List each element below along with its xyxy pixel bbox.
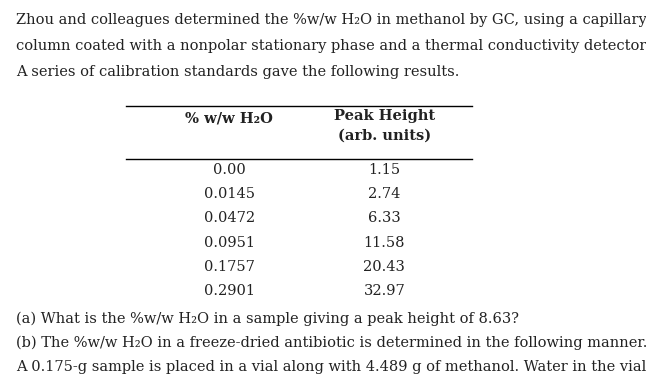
Text: 0.00: 0.00 <box>213 163 245 177</box>
Text: 20.43: 20.43 <box>364 260 405 274</box>
Text: A series of calibration standards gave the following results.: A series of calibration standards gave t… <box>16 65 459 80</box>
Text: (arb. units): (arb. units) <box>338 129 431 143</box>
Text: 0.0472: 0.0472 <box>203 211 255 226</box>
Text: 2.74: 2.74 <box>368 187 401 201</box>
Text: 1.15: 1.15 <box>368 163 401 177</box>
Text: Zhou and colleagues determined the %w/w H₂O in methanol by GC, using a capillary: Zhou and colleagues determined the %w/w … <box>16 13 646 28</box>
Text: Peak Height: Peak Height <box>334 109 435 123</box>
Text: 32.97: 32.97 <box>364 284 405 298</box>
Text: (b) The %w/w H₂O in a freeze-dried antibiotic is determined in the following man: (b) The %w/w H₂O in a freeze-dried antib… <box>16 336 646 350</box>
Text: 0.2901: 0.2901 <box>204 284 255 298</box>
Text: 11.58: 11.58 <box>364 236 405 250</box>
Text: 0.1757: 0.1757 <box>204 260 255 274</box>
Text: 6.33: 6.33 <box>368 211 401 226</box>
Text: A 0.175-g sample is placed in a vial along with 4.489 g of methanol. Water in th: A 0.175-g sample is placed in a vial alo… <box>16 360 646 374</box>
Text: (a) What is the %w/w H₂O in a sample giving a peak height of 8.63?: (a) What is the %w/w H₂O in a sample giv… <box>16 312 519 326</box>
Text: 0.0145: 0.0145 <box>204 187 255 201</box>
Text: % w/w H₂O: % w/w H₂O <box>185 112 273 126</box>
Text: column coated with a nonpolar stationary phase and a thermal conductivity detect: column coated with a nonpolar stationary… <box>16 39 646 54</box>
Text: 0.0951: 0.0951 <box>204 236 255 250</box>
